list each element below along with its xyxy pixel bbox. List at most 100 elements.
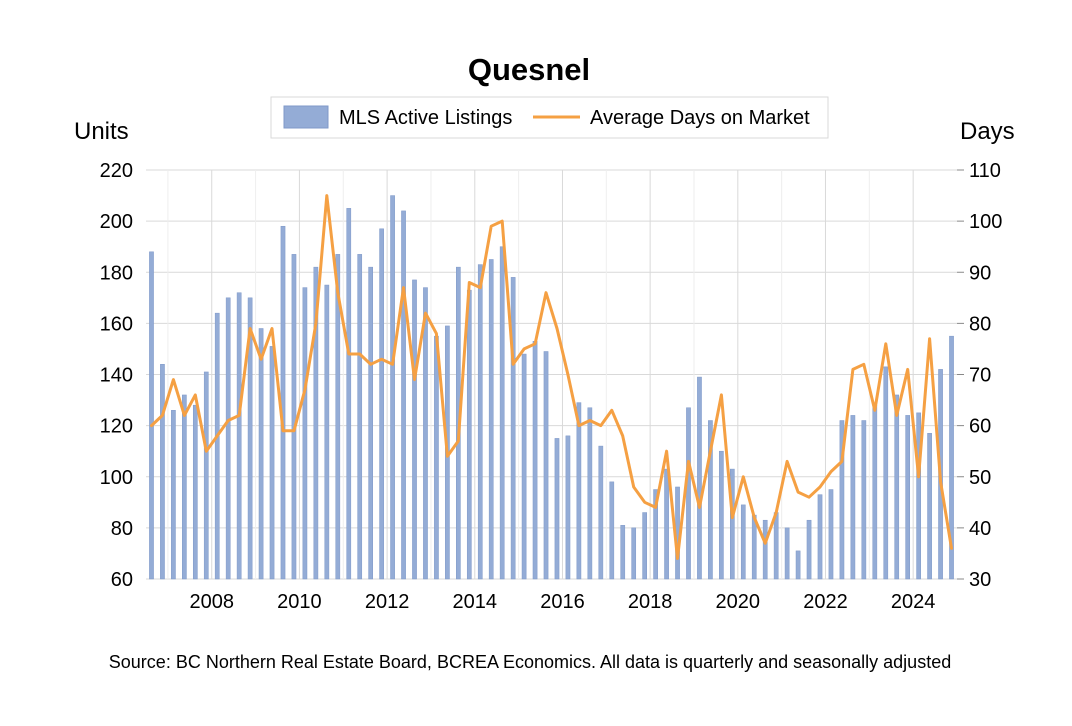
x-tick-label: 2018 xyxy=(628,591,673,613)
left-tick-label: 80 xyxy=(111,518,133,540)
bar-listings xyxy=(203,371,209,580)
right-tick-label: 80 xyxy=(969,313,991,335)
bar-listings xyxy=(466,289,472,580)
right-tick-label: 30 xyxy=(969,569,991,591)
bar-listings xyxy=(642,512,647,580)
right-tick-label: 70 xyxy=(969,365,991,387)
bar-listings xyxy=(894,394,900,580)
x-tick-label: 2020 xyxy=(716,591,761,613)
bar-listings xyxy=(269,346,275,580)
bar-listings xyxy=(905,415,911,580)
bar-listings xyxy=(664,468,669,580)
x-axis-ticks: 2008 2010 2012 2014 2016 2018 2020 2022 2024 xyxy=(190,591,936,613)
bar-listings xyxy=(872,404,878,580)
bar-listings xyxy=(762,519,768,580)
left-tick-label: 60 xyxy=(111,569,133,591)
left-tick-label: 180 xyxy=(100,262,133,284)
bar-listings xyxy=(225,297,231,580)
bar-listings xyxy=(368,266,374,580)
bar-listings xyxy=(916,412,921,580)
bar-listings xyxy=(708,420,713,580)
bar-listings xyxy=(247,297,253,580)
bar-listings xyxy=(510,277,516,580)
bar-listings xyxy=(839,420,845,580)
x-tick-label: 2014 xyxy=(453,591,498,613)
bar-listings xyxy=(532,341,538,580)
bar-listings xyxy=(214,312,220,580)
bar-listings xyxy=(357,254,363,580)
bar-listings xyxy=(412,279,417,580)
bar-listings xyxy=(236,292,242,580)
left-tick-label: 160 xyxy=(100,313,133,335)
bar-listings xyxy=(379,228,384,580)
bar-listings xyxy=(697,376,702,580)
bar-listings xyxy=(850,415,856,580)
left-axis-label: Units xyxy=(74,118,129,145)
bar-listings xyxy=(653,489,658,580)
bar-listings xyxy=(434,335,439,580)
bar-listings xyxy=(949,335,954,580)
bar-listings xyxy=(335,254,341,580)
x-tick-label: 2012 xyxy=(365,591,410,613)
right-tick-label: 50 xyxy=(969,467,991,489)
right-tick-label: 60 xyxy=(969,416,991,438)
right-tick-label: 100 xyxy=(969,211,1002,233)
bar-listings xyxy=(324,284,330,580)
legend-bar-swatch xyxy=(283,105,329,129)
legend-label-listings: MLS Active Listings xyxy=(339,107,512,129)
bar-listings xyxy=(598,445,604,580)
bar-listings xyxy=(423,287,428,580)
left-axis-ticks: 60 80 100 120 140 160 180 200 220 xyxy=(100,160,133,591)
bar-listings xyxy=(740,504,746,580)
left-tick-label: 100 xyxy=(100,467,133,489)
bar-listings xyxy=(719,450,724,580)
bar-listings xyxy=(828,489,834,580)
bar-listings xyxy=(401,210,406,580)
x-tick-label: 2010 xyxy=(277,591,322,613)
bar-listings xyxy=(280,225,286,580)
bar-listings xyxy=(609,481,615,580)
bars-layer xyxy=(149,195,954,580)
bar-listings xyxy=(565,435,571,580)
right-tick-label: 40 xyxy=(969,518,991,540)
bar-listings xyxy=(291,254,297,580)
x-tick-label: 2008 xyxy=(190,591,235,613)
bar-listings xyxy=(346,208,352,580)
right-tick-label: 110 xyxy=(969,160,1001,182)
chart-legend: MLS Active Listings Average Days on Mark… xyxy=(270,96,829,139)
bar-listings xyxy=(861,420,867,580)
bar-listings xyxy=(576,402,582,580)
left-tick-label: 120 xyxy=(100,416,133,438)
bar-listings xyxy=(390,195,395,580)
bar-listings xyxy=(488,259,494,580)
bar-listings xyxy=(686,407,691,580)
bar-listings xyxy=(182,394,187,580)
bar-listings xyxy=(477,264,483,580)
bar-listings xyxy=(149,251,154,580)
grid-lines xyxy=(146,169,957,580)
line-days-on-market xyxy=(150,194,953,560)
bar-listings xyxy=(499,246,505,580)
x-tick-label: 2016 xyxy=(540,591,585,613)
x-tick-label: 2024 xyxy=(891,591,936,613)
bar-listings xyxy=(806,519,812,580)
line-layer xyxy=(150,194,953,560)
bar-listings xyxy=(302,287,308,580)
bar-listings xyxy=(587,407,593,580)
bar-listings xyxy=(171,410,176,580)
bar-listings xyxy=(729,468,735,580)
bar-listings xyxy=(817,494,823,580)
bar-listings xyxy=(631,527,637,580)
bar-listings xyxy=(160,364,165,580)
bar-listings xyxy=(773,512,779,580)
bar-listings xyxy=(192,404,198,580)
bar-listings xyxy=(258,328,264,580)
bar-listings xyxy=(620,525,626,580)
bar-listings xyxy=(521,353,527,580)
left-tick-label: 220 xyxy=(100,160,133,182)
right-axis-label: Days xyxy=(960,118,1015,145)
right-tick-label: 90 xyxy=(969,262,991,284)
bar-listings xyxy=(784,527,790,580)
bar-listings xyxy=(883,366,889,580)
